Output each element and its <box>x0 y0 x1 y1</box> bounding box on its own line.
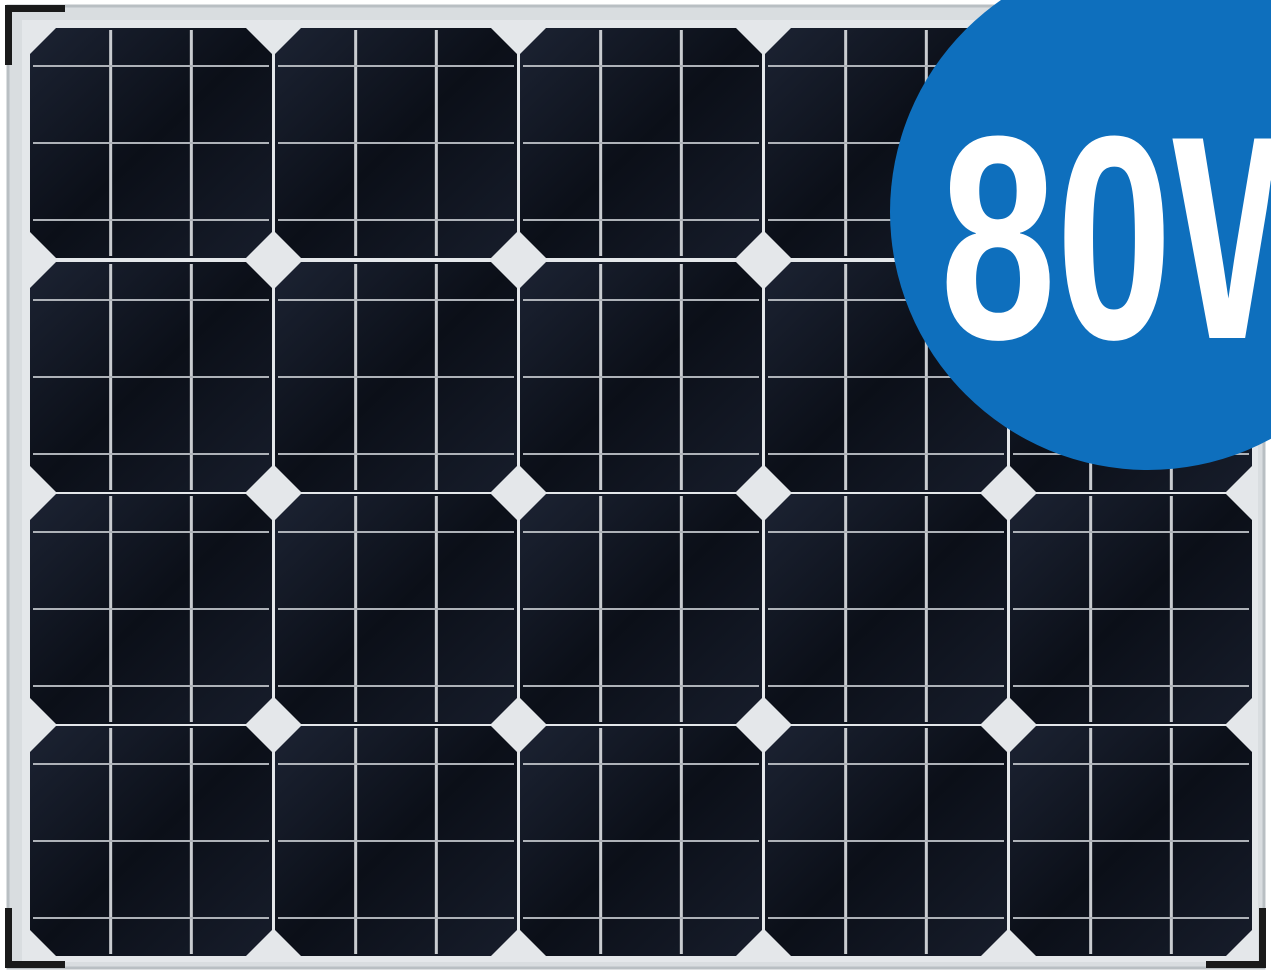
power-badge: 80W <box>890 0 1271 470</box>
corner-bracket <box>1206 908 1266 968</box>
corner-bracket <box>5 908 65 968</box>
corner-bracket <box>5 5 65 65</box>
badge-circle <box>890 0 1271 470</box>
badge-label: 80W <box>940 75 1271 400</box>
